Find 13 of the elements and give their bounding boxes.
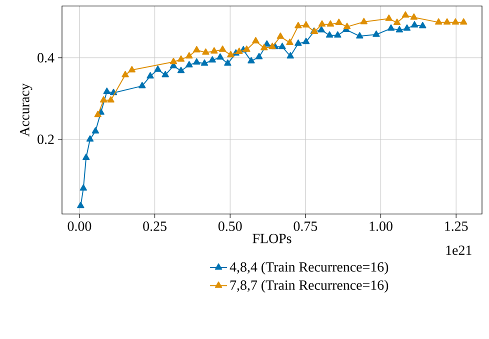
x-tick-label: 1.25 bbox=[445, 222, 468, 231]
y-tick-label: 0.2 bbox=[38, 134, 54, 144]
legend-label: 4,8,4 (Train Recurrence=16) bbox=[230, 262, 388, 275]
y-axis-title: Accuracy bbox=[20, 83, 32, 137]
y-tick-label: 0.4 bbox=[38, 53, 54, 63]
legend-label: 7,8,7 (Train Recurrence=16) bbox=[230, 280, 388, 293]
x-tick-label: 0.00 bbox=[68, 222, 92, 231]
x-tick-label: 0.50 bbox=[218, 222, 242, 231]
x-axis-title: FLOPs bbox=[252, 234, 292, 244]
x-tick-label: 1.00 bbox=[370, 222, 392, 231]
x-tick-label: 0.25 bbox=[143, 222, 166, 231]
text: 1e21 bbox=[446, 246, 472, 255]
x-tick-label: 0.75 bbox=[294, 222, 318, 231]
